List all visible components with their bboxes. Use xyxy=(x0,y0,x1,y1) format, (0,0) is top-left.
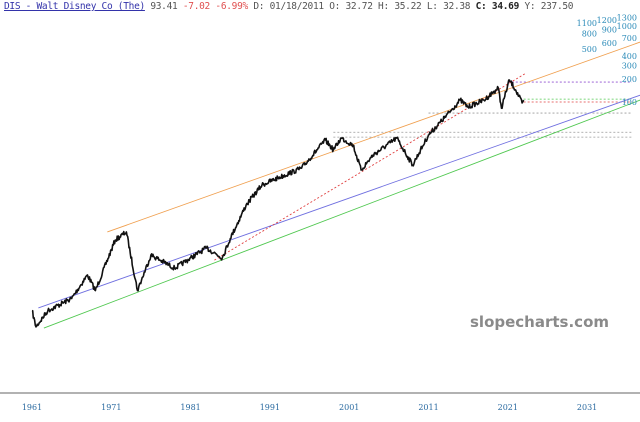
high-label: H: xyxy=(378,1,389,12)
watermark: slopecharts.com xyxy=(470,313,609,331)
low-value: 32.38 xyxy=(443,1,471,12)
close-label: C: xyxy=(475,1,487,12)
y-tick-label: 400 xyxy=(622,52,637,61)
x-tick-label: 2021 xyxy=(498,403,518,412)
y-tick-label: 700 xyxy=(622,34,637,43)
y-tick-label: 100 xyxy=(622,98,637,107)
symbol-link[interactable]: DIS - Walt Disney Co (The) xyxy=(4,1,145,12)
price-series-line xyxy=(31,79,525,328)
trendline-orange xyxy=(107,41,640,233)
y-value: 237.50 xyxy=(540,1,574,12)
y-tick-label: 1000 xyxy=(617,22,637,31)
open-label: O: xyxy=(329,1,341,12)
y-tick-label: 900 xyxy=(602,25,617,34)
trendline-green xyxy=(43,99,640,329)
x-tick-label: 1991 xyxy=(260,403,280,412)
quote-header: DIS - Walt Disney Co (The) 93.41 -7.02 -… xyxy=(4,1,574,12)
trendline-blue xyxy=(38,94,640,309)
y-tick-label: 1100 xyxy=(577,19,597,28)
x-tick-label: 2011 xyxy=(418,403,438,412)
x-tick-label: 2001 xyxy=(339,403,359,412)
y-tick-label: 1300 xyxy=(617,13,637,22)
last-price: 93.41 xyxy=(150,1,178,12)
date-label: D: xyxy=(253,1,265,12)
high-value: 35.22 xyxy=(394,1,422,12)
y-tick-label: 200 xyxy=(622,75,637,84)
low-label: L: xyxy=(426,1,438,12)
trendline-red xyxy=(214,72,527,261)
close-value: 34.69 xyxy=(491,1,520,12)
x-tick-label: 1971 xyxy=(101,403,121,412)
y-tick-label: 800 xyxy=(582,29,597,38)
x-tick-label: 2031 xyxy=(577,403,597,412)
y-tick-label: 300 xyxy=(622,62,637,71)
x-tick-label: 1961 xyxy=(22,403,42,412)
date-value: 01/18/2011 xyxy=(269,1,325,12)
change-pct: -6.99% xyxy=(215,1,248,12)
y-tick-label: 500 xyxy=(582,45,597,54)
change: -7.02 xyxy=(182,1,210,12)
y-label: Y: xyxy=(524,1,536,12)
open-value: 32.72 xyxy=(345,1,373,12)
x-tick-label: 1981 xyxy=(180,403,200,412)
y-tick-label: 600 xyxy=(602,39,617,48)
y-tick-label: 1200 xyxy=(597,16,617,25)
